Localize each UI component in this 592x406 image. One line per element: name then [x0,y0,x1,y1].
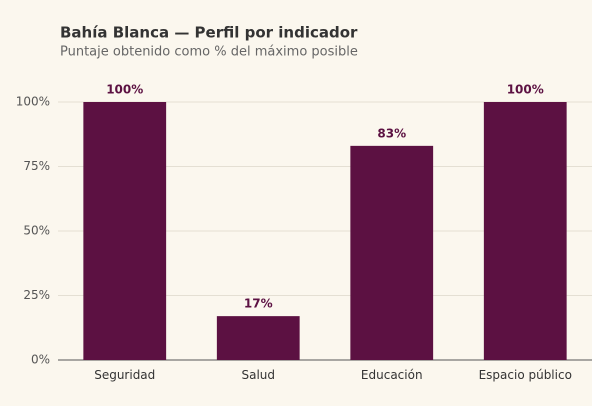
x-tick-label: Espacio público [478,368,572,382]
data-label: 83% [377,126,406,140]
bar [216,316,300,360]
data-label: 100% [106,83,143,97]
y-tick-label: 25% [23,288,50,302]
bar [350,145,434,360]
x-tick-label: Seguridad [94,368,156,382]
x-tick-label: Salud [241,368,276,382]
y-tick-label: 75% [23,159,50,173]
bar [483,102,567,360]
data-label: 17% [244,297,273,311]
y-tick-label: 100% [16,95,50,109]
y-tick-label: 0% [31,353,50,367]
bar [83,102,167,360]
data-label: 100% [507,83,544,97]
y-tick-label: 50% [23,224,50,238]
chart-subtitle: Puntaje obtenido como % del máximo posib… [60,45,358,60]
x-tick-label: Educación [360,368,423,382]
chart-title: Bahía Blanca — Perfil por indicador [60,24,358,42]
